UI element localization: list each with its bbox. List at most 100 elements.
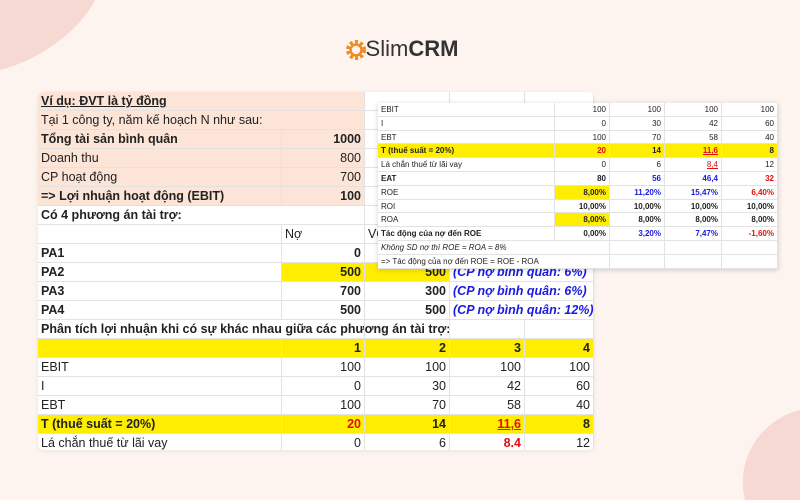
cell: 10,00% [722,199,778,214]
cell: 500 [282,263,365,282]
cell: CP hoạt động [38,168,282,187]
cell: 20 [555,144,610,159]
cell [610,254,665,269]
cell: 500 [282,301,365,320]
cell: 0 [282,377,365,396]
cell: 32 [722,172,778,186]
cell: 14 [365,415,450,434]
cell [722,254,778,269]
cell: 12 [722,158,778,172]
cell: 100 [282,396,365,415]
cell: 1 [282,339,365,358]
cell: 12 [525,434,594,450]
cell: Tổng tài sản bình quân [38,130,282,149]
cell: 300 [365,282,450,301]
main-sheet: Ví dụ: ĐVT là tỷ đồng Tại 1 công ty, năm … [38,92,594,450]
cell: Phân tích lợi nhuận khi có sự khác nhau … [38,320,450,339]
cell: 100 [665,103,722,117]
logo: SlimCRM [0,36,800,62]
cell: 46,4 [665,172,722,186]
blob [742,410,800,500]
cell: 800 [282,149,365,168]
cell: Có 4 phương án tài trợ: [38,206,282,225]
cell: 0,00% [555,227,610,241]
cell: I [38,377,282,396]
cell: 0 [555,116,610,131]
cell: 700 [282,282,365,301]
cell: 8,00% [555,213,610,228]
cell: 6,40% [722,185,778,200]
cell: I [378,116,555,131]
cell [450,320,525,339]
cell: Nợ [282,225,365,244]
cell: Không SD nợ thì ROE = ROA = 8% [378,241,555,255]
cell [282,206,365,225]
cell: 10,00% [610,199,665,214]
cell: 2 [365,339,450,358]
cell [665,241,722,255]
cell: 8,4 [665,158,722,172]
cell: => Tác động của nợ đến ROE = ROE - ROA [378,255,555,269]
cell: 3,20% [610,227,665,241]
cell: 70 [365,396,450,415]
cell: 56 [610,172,665,186]
cell: ROE [378,185,555,200]
cell: EBT [38,396,282,415]
cell: (CP nợ bình quân: 12%) [450,301,594,320]
cell: 6 [365,434,450,450]
cell: Tại 1 công ty, năm kế hoạch N như sau: [38,111,282,130]
cell: PA2 [38,263,282,282]
cell [722,241,778,255]
cell: 8,00% [665,213,722,228]
cell [282,111,365,130]
cell: EBT [378,130,555,145]
cell: 40 [722,130,778,145]
cell: 0 [282,244,365,263]
cell: 30 [610,116,665,131]
cell: 40 [525,396,594,415]
cell: 100 [722,103,778,117]
cell [525,320,594,339]
cell: 7,47% [665,227,722,241]
cell: (CP nợ bình quân: 6%) [450,282,587,301]
cell: 8 [525,415,594,434]
cell: 14 [610,144,665,159]
cell [555,254,610,269]
cell: 8 [722,144,778,159]
cell: PA1 [38,244,282,263]
cell [525,263,594,282]
cell: 11,20% [610,185,665,200]
cell: ROI [378,199,555,214]
cell: ROA [378,213,555,228]
cell: 20 [282,415,365,434]
cell: 8,00% [722,213,778,228]
cell: EBIT [378,103,555,117]
cell: -1,60% [722,227,778,241]
cell: 0 [282,434,365,450]
cell: Doanh thu [38,149,282,168]
cell [665,254,722,269]
cell [610,241,665,255]
overlay-sheet: EBIT 100 100 100 100 I 0 30 42 60 EBT 100 70 58 40 T (t… [378,103,778,269]
cell: EBIT [38,358,282,377]
blob [0,0,95,70]
cell [282,92,365,111]
brand-light: Slim [365,36,409,61]
cell: 6 [610,158,665,172]
cell: 100 [365,358,450,377]
cell: 42 [450,377,525,396]
cell [38,225,282,244]
cell: PA3 [38,282,282,301]
brand-bold: CRM [408,36,459,61]
logo-icon [346,40,366,60]
cell: 3 [450,339,525,358]
cell: Tác động của nợ đến ROE [378,227,555,241]
cell: 58 [665,130,722,145]
cell: 0 [555,158,610,172]
cell: 11,6 [665,144,722,159]
cell: 700 [282,168,365,187]
cell [38,339,282,358]
cell [282,320,365,339]
